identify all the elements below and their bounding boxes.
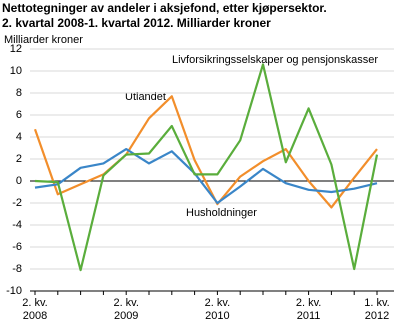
x-tick-label: 1. kv. xyxy=(364,297,389,309)
x-tick-label: 2008 xyxy=(23,310,47,321)
y-tick-label: 12 xyxy=(10,43,22,55)
y-axis-label: Milliarder kroner xyxy=(4,34,83,46)
y-tick-label: 2 xyxy=(16,153,22,165)
y-tick-label: 0 xyxy=(16,175,22,187)
chart-title: Nettotegninger av andeler i aksjefond, e… xyxy=(2,1,327,15)
y-tick-label: 4 xyxy=(16,131,22,143)
y-tick-label: 8 xyxy=(16,87,22,99)
y-tick-label: -10 xyxy=(6,285,22,297)
series-line xyxy=(33,95,378,209)
x-tick-label: 2. kv. xyxy=(22,297,47,309)
x-tick-label: 2. kv. xyxy=(113,297,138,309)
x-tick-label: 2. kv. xyxy=(296,297,321,309)
x-tick-label: 2011 xyxy=(297,310,321,321)
series-line xyxy=(34,148,378,205)
x-tick-label: 2009 xyxy=(114,310,138,321)
y-tick-label: -4 xyxy=(12,219,22,231)
series-label: Husholdninger xyxy=(186,207,257,219)
x-tick-label: 2012 xyxy=(365,310,389,321)
x-tick-label: 2010 xyxy=(205,310,229,321)
y-tick-label: -2 xyxy=(12,197,22,209)
x-tick-label: 2. kv. xyxy=(205,297,230,309)
chart-subtitle: 2. kvartal 2008-1. kvartal 2012. Milliar… xyxy=(2,16,271,30)
series-label: Utlandet xyxy=(125,91,166,103)
y-tick-label: 10 xyxy=(10,65,22,77)
y-tick-label: 6 xyxy=(16,109,22,121)
y-tick-label: -8 xyxy=(12,263,22,275)
series-label: Livforsikringsselskaper og pensjonskasse… xyxy=(172,54,378,66)
y-tick-label: -6 xyxy=(12,241,22,253)
series-line xyxy=(34,63,379,272)
